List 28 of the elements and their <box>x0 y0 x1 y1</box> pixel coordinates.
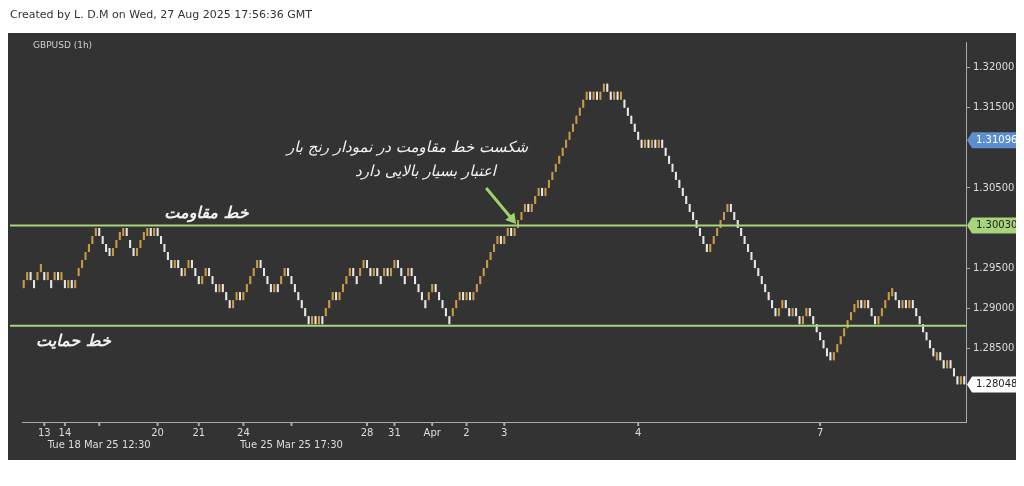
y-tick-label: 1.30500 <box>973 181 1015 193</box>
x-tick-label: Apr <box>423 426 442 438</box>
x-tick-label: 3 <box>501 426 508 438</box>
text: 1.28048 <box>976 378 1018 390</box>
y-tick-label: 1.28500 <box>973 341 1015 353</box>
annotation: شکست خط مقاومت در نمودار رنج بار اعتبار بسیار بالایی دارد <box>285 137 529 180</box>
x-tick-label: 21 <box>192 426 206 438</box>
x-tick-label: Tue 25 Mar 25 17:30 <box>239 438 343 450</box>
y-tick-label: 1.31500 <box>973 101 1015 113</box>
x-tick-label: 20 <box>151 426 164 438</box>
x-tick-label: Tue 18 Mar 25 12:30 <box>46 438 151 450</box>
x-tick-label: 13 <box>37 426 51 438</box>
x-tick-label: 14 <box>58 426 72 438</box>
y-tick-label: 1.29000 <box>973 301 1015 313</box>
chart-title: Created by L. D.M on Wed, 27 Aug 2025 17:56:36 GMT <box>10 8 312 21</box>
x-tick-label: 2 <box>463 426 470 438</box>
chart-subtitle: GBPUSD (1h) <box>33 40 93 50</box>
x-tick-label: 4 <box>634 426 642 438</box>
y-tick-label: 1.29500 <box>973 261 1015 273</box>
text: 1.31096 <box>976 133 1018 145</box>
text: 1.30030 <box>976 219 1018 231</box>
ref-line-label: خط حمایت <box>36 330 112 350</box>
x-tick-label: 31 <box>388 426 401 438</box>
ref-line-label: خط مقاومت <box>164 202 250 223</box>
x-tick-label: 7 <box>816 426 824 438</box>
y-tick-label: 1.32000 <box>973 61 1015 73</box>
x-tick-label: 28 <box>360 426 374 438</box>
x-tick-label: 24 <box>237 426 250 438</box>
